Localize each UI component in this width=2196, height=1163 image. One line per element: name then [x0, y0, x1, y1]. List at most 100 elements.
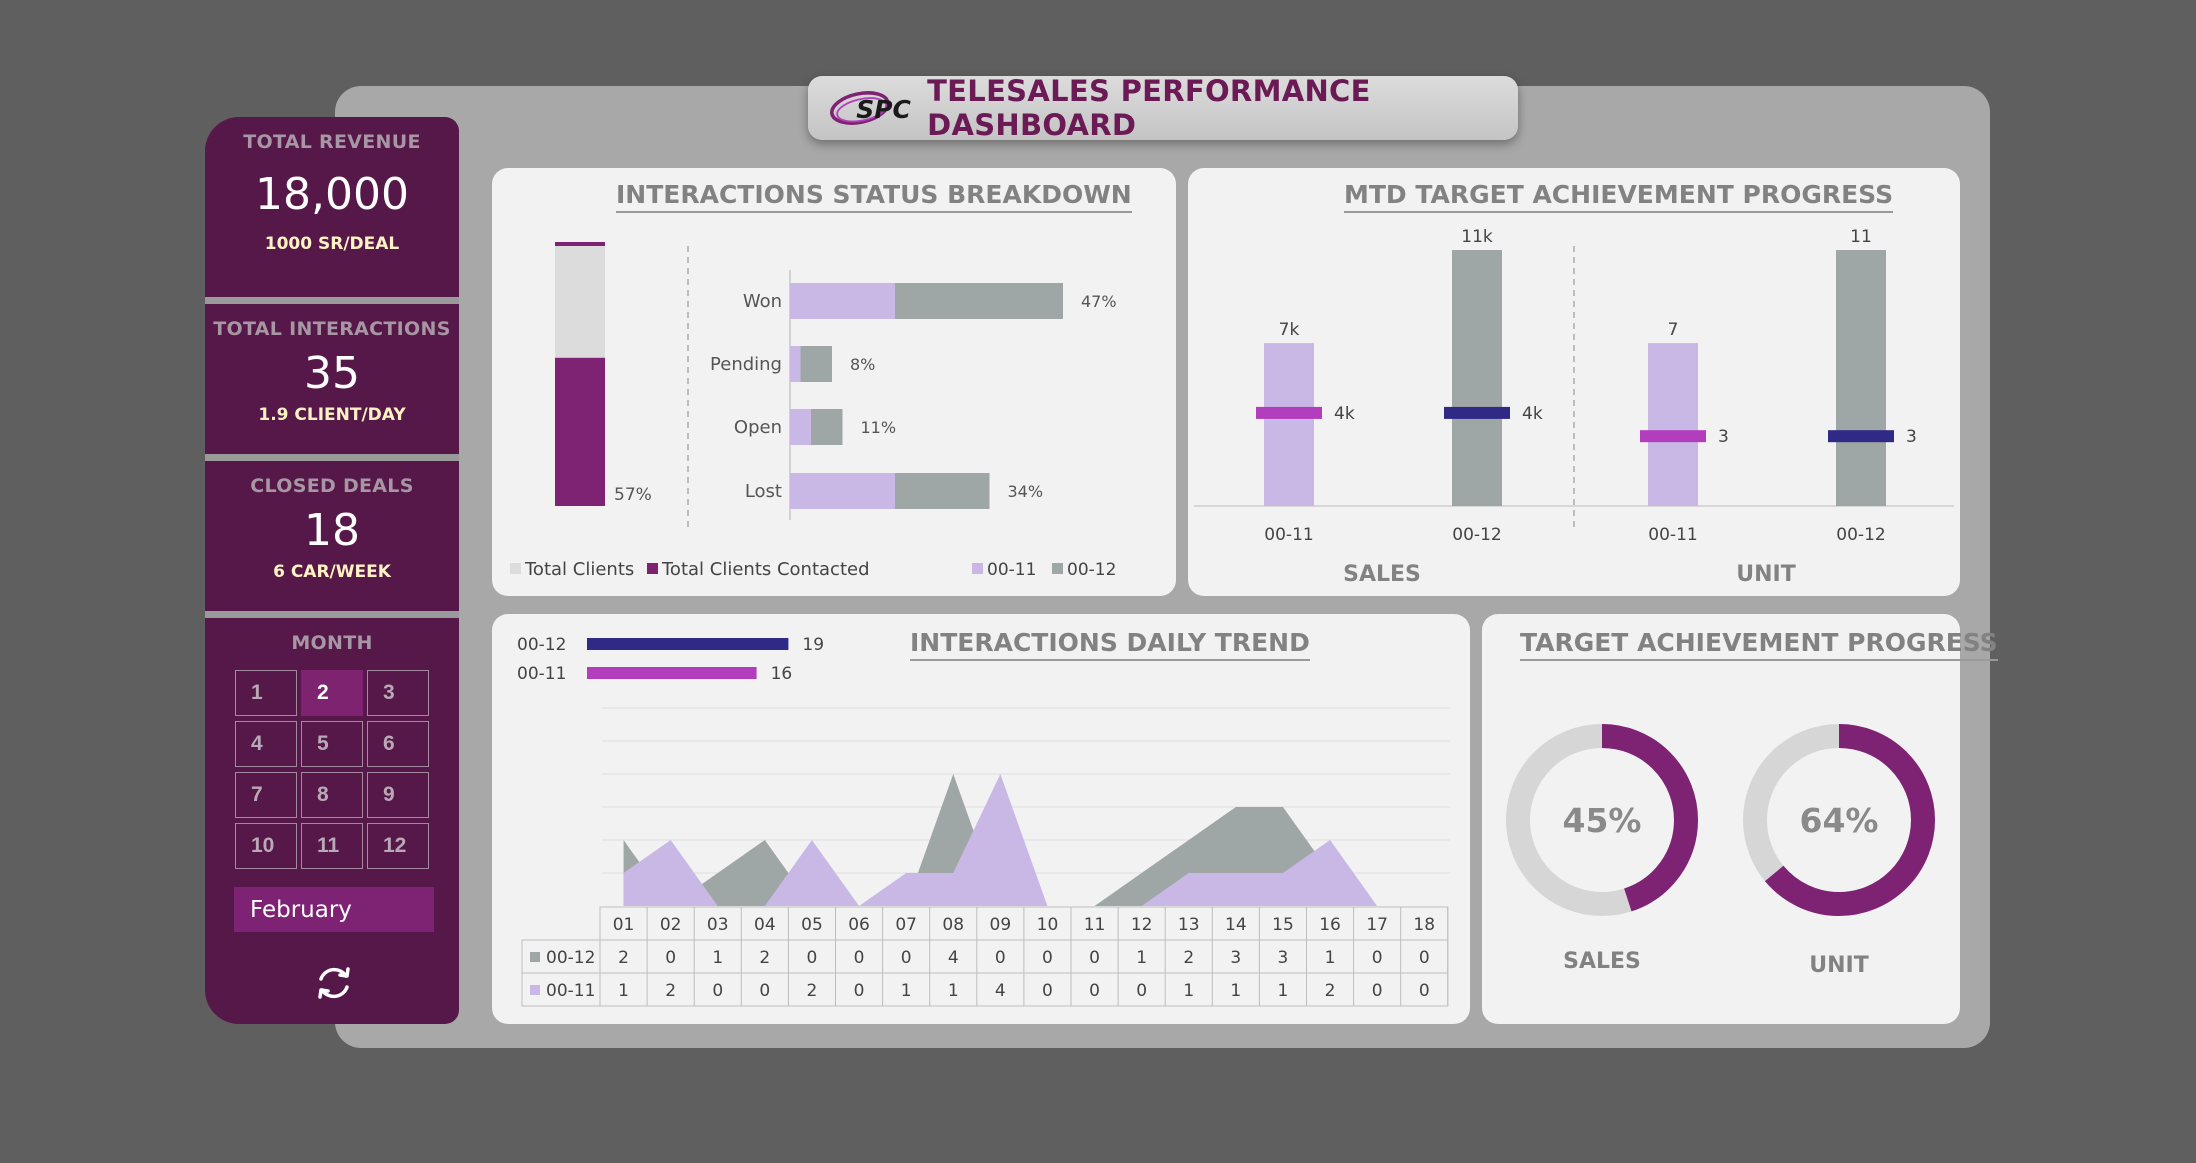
table-cell: 0 [854, 981, 865, 1001]
kpi-sub: 1.9 CLIENT/DAY [258, 405, 406, 425]
sidebar: TOTAL REVENUE 18,000 1000 SR/DEAL TOTAL … [205, 117, 459, 1024]
tick-label-12: 12 [1131, 915, 1153, 935]
table-cell: 4 [995, 981, 1006, 1001]
table-cell: 0 [1042, 948, 1053, 968]
card-target-achievement: TARGET ACHIEVEMENT PROGRESS 45% SALES 64% U… [1482, 614, 1998, 1024]
kpi-sub: 6 CAR/WEEK [273, 562, 391, 582]
table-cell: 2 [665, 981, 676, 1001]
table-cell: 0 [759, 981, 770, 1001]
kpi-value: 35 [304, 348, 360, 399]
table-cell: 2 [1183, 948, 1194, 968]
contacted-label: 57% [614, 485, 652, 505]
tick-label-07: 07 [895, 915, 917, 935]
month-select-value: February [250, 896, 352, 923]
category-label-lost: Lost [745, 481, 782, 502]
target-bar-unit-00-11 [1648, 343, 1698, 506]
month-button-4[interactable]: 4 [235, 721, 297, 767]
actual-marker-sales-00-11 [1256, 406, 1322, 419]
category-label: 00-12 [1452, 525, 1501, 545]
table-cell: 1 [618, 981, 629, 1001]
table-cell: 0 [901, 948, 912, 968]
month-button-6[interactable]: 6 [367, 721, 429, 767]
mtd-chart: 7k 4k 00-11 11k 4k 00-12 SALES 7 3 00-11 11 3 00-12 U… [1194, 227, 1954, 587]
month-button-7[interactable]: 7 [235, 772, 297, 818]
month-button-1[interactable]: 1 [235, 670, 297, 716]
month-button-12[interactable]: 12 [367, 823, 429, 869]
bar-00-12-open [811, 409, 843, 445]
tick-label-03: 03 [707, 915, 729, 935]
bar-00-11-won [790, 283, 895, 319]
kpi-label: TOTAL REVENUE [243, 131, 421, 153]
target-bar-sales-00-12 [1452, 250, 1502, 506]
actual-marker-unit-00-11 [1640, 430, 1706, 443]
table-cell: 0 [1089, 948, 1100, 968]
tick-label-11: 11 [1084, 915, 1106, 935]
donut-value-sales: 45% [1563, 801, 1642, 840]
legend-label-0: Total Clients [524, 559, 634, 580]
card-interactions-status: INTERACTIONS STATUS BREAKDOWN 57% Won 47% P… [492, 168, 1176, 596]
tick-label-09: 09 [990, 915, 1012, 935]
kpi-total-interactions: TOTAL INTERACTIONS 35 1.9 CLIENT/DAY [205, 304, 459, 454]
month-button-3[interactable]: 3 [367, 670, 429, 716]
kpi-total-revenue: TOTAL REVENUE 18,000 1000 SR/DEAL [205, 117, 459, 297]
table-cell: 4 [948, 948, 959, 968]
category-label-open: Open [734, 417, 782, 438]
tick-label-08: 08 [942, 915, 964, 935]
chart-title: INTERACTIONS DAILY TREND [910, 628, 1310, 661]
category-label: 00-11 [1264, 525, 1313, 545]
table-cell: 0 [1136, 981, 1147, 1001]
total-legend-label: 00-11 [517, 664, 566, 684]
donut-arc-sales [1506, 724, 1698, 916]
tick-label-13: 13 [1178, 915, 1200, 935]
kpi-value: 18 [304, 505, 360, 556]
table-cell: 1 [1278, 981, 1289, 1001]
table-cell: 0 [854, 948, 865, 968]
month-button-10[interactable]: 10 [235, 823, 297, 869]
bar-00-12-pending [800, 346, 832, 382]
month-button-8[interactable]: 8 [301, 772, 363, 818]
month-select[interactable]: February [234, 887, 434, 932]
table-cell: 0 [1089, 981, 1100, 1001]
table-cell: 1 [901, 981, 912, 1001]
chart-title: INTERACTIONS STATUS BREAKDOWN [616, 180, 1132, 213]
table-cell: 3 [1278, 948, 1289, 968]
target-label: 7 [1668, 320, 1679, 340]
chart-title: TARGET ACHIEVEMENT PROGRESS [1520, 628, 1998, 661]
tick-label-02: 02 [660, 915, 682, 935]
legend-label-1: Total Clients Contacted [661, 559, 870, 580]
donut-label-sales: SALES [1563, 949, 1641, 974]
table-cell: 0 [1372, 981, 1383, 1001]
tick-label-04: 04 [754, 915, 776, 935]
target-label: 7k [1279, 320, 1300, 340]
table-cell: 2 [759, 948, 770, 968]
group-label-sales: SALES [1343, 562, 1421, 587]
month-button-5[interactable]: 5 [301, 721, 363, 767]
kpi-closed-deals: CLOSED DEALS 18 6 CAR/WEEK [205, 461, 459, 611]
month-button-2[interactable]: 2 [301, 670, 363, 716]
total-clients-cap [555, 242, 605, 246]
kpi-label: TOTAL INTERACTIONS [213, 318, 451, 340]
total-bar-00-11 [587, 667, 757, 679]
kpi-divider [205, 297, 459, 304]
table-cell: 0 [665, 948, 676, 968]
month-button-11[interactable]: 11 [301, 823, 363, 869]
table-cell: 0 [1372, 948, 1383, 968]
month-button-9[interactable]: 9 [367, 772, 429, 818]
card-mtd-target: MTD TARGET ACHIEVEMENT PROGRESS 7k 4k 00-1… [1188, 168, 1960, 596]
table-cell: 1 [948, 981, 959, 1001]
area-00-11 [623, 774, 1425, 906]
kpi-sub: 1000 SR/DEAL [264, 234, 400, 254]
table-cell: 1 [1230, 981, 1241, 1001]
actual-label: 4k [1522, 404, 1543, 424]
table-series-label: 00-11 [546, 981, 595, 1001]
table-cell: 0 [807, 948, 818, 968]
bar-00-11-open [790, 409, 811, 445]
kpi-value: 18,000 [255, 169, 409, 220]
table-swatch-00-12 [530, 952, 540, 962]
refresh-icon[interactable] [313, 962, 355, 1004]
tick-label-14: 14 [1225, 915, 1247, 935]
chart-title: MTD TARGET ACHIEVEMENT PROGRESS [1344, 180, 1894, 213]
total-label-00-12: 19 [802, 635, 824, 655]
category-label-won: Won [743, 291, 782, 312]
actual-label: 4k [1334, 404, 1355, 424]
